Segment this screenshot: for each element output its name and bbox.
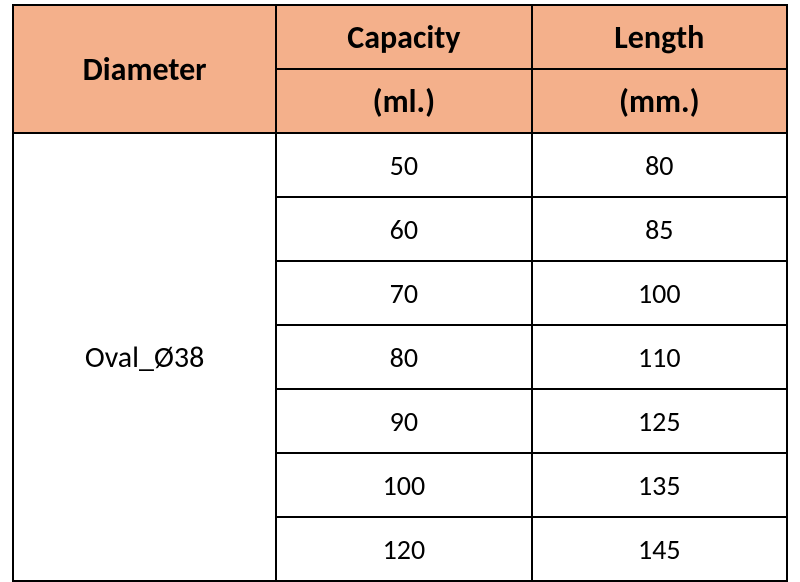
length-cell: 100 — [532, 261, 787, 325]
capacity-cell: 90 — [276, 389, 531, 453]
length-cell: 135 — [532, 453, 787, 517]
diameter-cell: Oval_Ø38 — [13, 133, 276, 581]
col-unit-capacity: (ml.) — [276, 69, 531, 133]
capacity-cell: 100 — [276, 453, 531, 517]
capacity-cell: 120 — [276, 517, 531, 581]
col-header-diameter: Diameter — [13, 5, 276, 133]
col-unit-length: (mm.) — [532, 69, 787, 133]
capacity-cell: 80 — [276, 325, 531, 389]
table-container: Diameter Capacity Length (ml.) (mm.) Ova… — [0, 0, 800, 574]
length-cell: 125 — [532, 389, 787, 453]
capacity-cell: 70 — [276, 261, 531, 325]
length-cell: 80 — [532, 133, 787, 197]
capacity-cell: 50 — [276, 133, 531, 197]
length-cell: 85 — [532, 197, 787, 261]
length-cell: 145 — [532, 517, 787, 581]
col-header-length: Length — [532, 5, 787, 69]
col-header-capacity: Capacity — [276, 5, 531, 69]
table-row: Oval_Ø38 50 80 — [13, 133, 787, 197]
length-cell: 110 — [532, 325, 787, 389]
capacity-cell: 60 — [276, 197, 531, 261]
spec-table: Diameter Capacity Length (ml.) (mm.) Ova… — [12, 4, 788, 582]
